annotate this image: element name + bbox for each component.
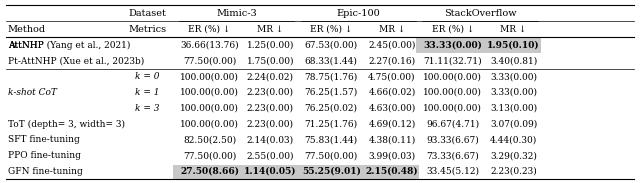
Text: 36.66(13.76): 36.66(13.76)	[180, 40, 239, 49]
Text: 1.14(0.05): 1.14(0.05)	[244, 167, 297, 176]
FancyBboxPatch shape	[483, 38, 541, 53]
Text: 3.40(0.81): 3.40(0.81)	[490, 56, 537, 65]
Text: 1.25(0.00): 1.25(0.00)	[246, 40, 294, 49]
Text: 2.45(0.00): 2.45(0.00)	[368, 40, 416, 49]
Text: k-shot CoT: k-shot CoT	[8, 88, 56, 97]
Text: 71.11(32.71): 71.11(32.71)	[424, 56, 482, 65]
Text: k = 1: k = 1	[135, 88, 159, 97]
Text: 77.50(0.00): 77.50(0.00)	[183, 151, 236, 160]
FancyBboxPatch shape	[294, 165, 365, 179]
Text: 55.25(9.01): 55.25(9.01)	[302, 167, 360, 176]
Text: Dataset: Dataset	[128, 9, 166, 18]
Text: 2.23(0.00): 2.23(0.00)	[247, 104, 294, 113]
Text: GFN fine-tuning: GFN fine-tuning	[8, 167, 83, 176]
Text: StackOverflow: StackOverflow	[444, 9, 516, 18]
Text: k = 3: k = 3	[135, 104, 159, 113]
Text: 3.33(0.00): 3.33(0.00)	[490, 72, 537, 81]
Text: 33.33(0.00): 33.33(0.00)	[424, 40, 482, 49]
Text: 2.55(0.00): 2.55(0.00)	[246, 151, 294, 160]
Text: 4.63(0.00): 4.63(0.00)	[369, 104, 415, 113]
Text: 2.15(0.48): 2.15(0.48)	[365, 167, 419, 176]
Text: 100.00(0.00): 100.00(0.00)	[424, 104, 482, 113]
Text: MR ↓: MR ↓	[379, 25, 405, 34]
Text: 4.38(0.11): 4.38(0.11)	[369, 135, 415, 144]
FancyBboxPatch shape	[173, 165, 243, 179]
Text: 4.75(0.00): 4.75(0.00)	[368, 72, 416, 81]
Text: 3.33(0.00): 3.33(0.00)	[490, 88, 537, 97]
Text: ER (%) ↓: ER (%) ↓	[310, 25, 353, 34]
Text: 96.67(4.71): 96.67(4.71)	[426, 119, 479, 128]
Text: 2.23(0.00): 2.23(0.00)	[247, 88, 294, 97]
Text: 4.69(0.12): 4.69(0.12)	[369, 119, 415, 128]
Text: Metrics: Metrics	[128, 25, 166, 34]
Text: 3.13(0.00): 3.13(0.00)	[490, 104, 537, 113]
FancyBboxPatch shape	[240, 165, 298, 179]
Text: 100.00(0.00): 100.00(0.00)	[424, 72, 482, 81]
Text: 33.45(5.12): 33.45(5.12)	[426, 167, 479, 176]
Text: 2.14(0.03): 2.14(0.03)	[247, 135, 294, 144]
Text: MR ↓: MR ↓	[500, 25, 527, 34]
Text: 68.33(1.44): 68.33(1.44)	[305, 56, 358, 65]
Text: 2.24(0.02): 2.24(0.02)	[247, 72, 294, 81]
Text: 77.50(0.00): 77.50(0.00)	[305, 151, 358, 160]
Text: 100.00(0.00): 100.00(0.00)	[180, 104, 239, 113]
Text: 67.53(0.00): 67.53(0.00)	[305, 40, 358, 49]
Text: A: A	[8, 40, 14, 49]
Text: 75.83(1.44): 75.83(1.44)	[305, 135, 358, 144]
Text: Pt-AttNHP (Xue et al., 2023b): Pt-AttNHP (Xue et al., 2023b)	[8, 56, 144, 65]
Text: 1.95(0.10): 1.95(0.10)	[487, 40, 540, 49]
Text: 76.25(0.02): 76.25(0.02)	[305, 104, 358, 113]
Text: 100.00(0.00): 100.00(0.00)	[180, 88, 239, 97]
Text: MR ↓: MR ↓	[257, 25, 284, 34]
Text: Mimic-3: Mimic-3	[216, 9, 257, 18]
Text: 100.00(0.00): 100.00(0.00)	[180, 119, 239, 128]
Text: 100.00(0.00): 100.00(0.00)	[180, 72, 239, 81]
Text: 2.27(0.16): 2.27(0.16)	[369, 56, 415, 65]
Text: 2.23(0.23): 2.23(0.23)	[490, 167, 537, 176]
Text: 100.00(0.00): 100.00(0.00)	[424, 88, 482, 97]
Text: 93.33(6.67): 93.33(6.67)	[426, 135, 479, 144]
Text: ToT (depth= 3, width= 3): ToT (depth= 3, width= 3)	[8, 119, 125, 129]
Text: 3.07(0.09): 3.07(0.09)	[490, 119, 537, 128]
Text: AttNHP: AttNHP	[8, 40, 46, 49]
Text: 76.25(1.57): 76.25(1.57)	[305, 88, 358, 97]
FancyBboxPatch shape	[362, 165, 419, 179]
Text: PPO fine-tuning: PPO fine-tuning	[8, 151, 81, 160]
Text: 71.25(1.76): 71.25(1.76)	[305, 119, 358, 128]
Text: ER (%) ↓: ER (%) ↓	[431, 25, 474, 34]
Text: Method: Method	[8, 25, 46, 34]
Text: SFT fine-tuning: SFT fine-tuning	[8, 135, 79, 144]
Text: 1.75(0.00): 1.75(0.00)	[246, 56, 294, 65]
Text: Epic-100: Epic-100	[337, 9, 380, 18]
Text: 4.66(0.02): 4.66(0.02)	[369, 88, 415, 97]
Text: 73.33(6.67): 73.33(6.67)	[426, 151, 479, 160]
Text: 77.50(0.00): 77.50(0.00)	[183, 56, 236, 65]
Text: 4.44(0.30): 4.44(0.30)	[490, 135, 537, 144]
FancyBboxPatch shape	[416, 38, 486, 53]
Text: AttNHP (Yang et al., 2021): AttNHP (Yang et al., 2021)	[8, 40, 130, 50]
Text: k = 0: k = 0	[135, 72, 159, 81]
Text: 82.50(2.50): 82.50(2.50)	[183, 135, 236, 144]
Text: 27.50(8.66): 27.50(8.66)	[180, 167, 239, 176]
Text: 3.29(0.32): 3.29(0.32)	[490, 151, 537, 160]
Text: 78.75(1.76): 78.75(1.76)	[305, 72, 358, 81]
Text: 2.23(0.00): 2.23(0.00)	[247, 119, 294, 128]
Text: ER (%) ↓: ER (%) ↓	[188, 25, 231, 34]
Text: 3.99(0.03): 3.99(0.03)	[369, 151, 415, 160]
